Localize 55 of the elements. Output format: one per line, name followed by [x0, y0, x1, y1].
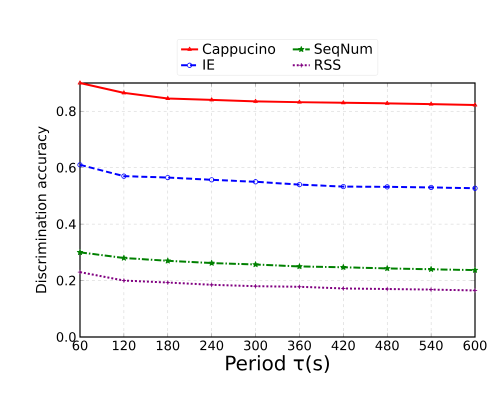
- x-tick-label: 480: [375, 340, 399, 350]
- point: [165, 174, 170, 180]
- point: [472, 266, 478, 273]
- point: [297, 100, 302, 104]
- point: [472, 186, 478, 191]
- point: [165, 96, 170, 100]
- y-axis-title: Discrimination accuracy: [36, 126, 50, 293]
- point: [341, 100, 346, 104]
- point: [472, 288, 478, 294]
- x-tick-label: 600: [464, 340, 486, 350]
- point: [77, 162, 83, 168]
- point: [428, 266, 434, 272]
- x-tick-label: 360: [288, 340, 311, 350]
- y-tick-label: 0.2: [56, 276, 76, 286]
- x-axis-title: Period τ(s): [226, 355, 329, 373]
- point: [164, 258, 171, 264]
- point: [428, 184, 434, 190]
- point: [120, 254, 127, 261]
- x-tick-label: 180: [156, 340, 180, 350]
- x-tick-label: 60: [72, 340, 88, 350]
- y-tick-label: 0.6: [56, 162, 76, 173]
- point: [209, 97, 214, 102]
- point: [76, 249, 84, 256]
- point: [428, 286, 434, 292]
- point: [253, 98, 258, 103]
- x-tick-label: 540: [420, 340, 443, 350]
- point: [296, 263, 303, 270]
- point: [77, 270, 83, 275]
- point: [122, 90, 126, 94]
- x-tick-label: 420: [332, 340, 355, 350]
- legend-label: SeqNum: [314, 43, 372, 57]
- point: [252, 179, 258, 184]
- point: [296, 182, 302, 188]
- point: [340, 184, 346, 190]
- point: [472, 102, 478, 107]
- point: [208, 260, 215, 266]
- legend-label: RSS: [315, 59, 340, 70]
- legend-label: IE: [203, 59, 214, 70]
- point: [428, 102, 434, 106]
- point: [78, 80, 82, 84]
- x-tick-label: 300: [244, 340, 268, 350]
- point: [209, 177, 214, 182]
- legend-label: Cappucino: [202, 43, 276, 57]
- y-tick-label: 0.8: [56, 106, 76, 116]
- point: [121, 278, 126, 284]
- point: [121, 174, 126, 179]
- y-tick-label: 0.4: [56, 219, 76, 230]
- point: [252, 261, 259, 268]
- point: [384, 184, 390, 190]
- point: [384, 100, 390, 105]
- point: [384, 265, 390, 272]
- point: [340, 264, 346, 270]
- y-tick-label: 0.0: [56, 332, 76, 342]
- x-tick-label: 120: [112, 340, 136, 350]
- x-tick-label: 240: [200, 340, 224, 350]
